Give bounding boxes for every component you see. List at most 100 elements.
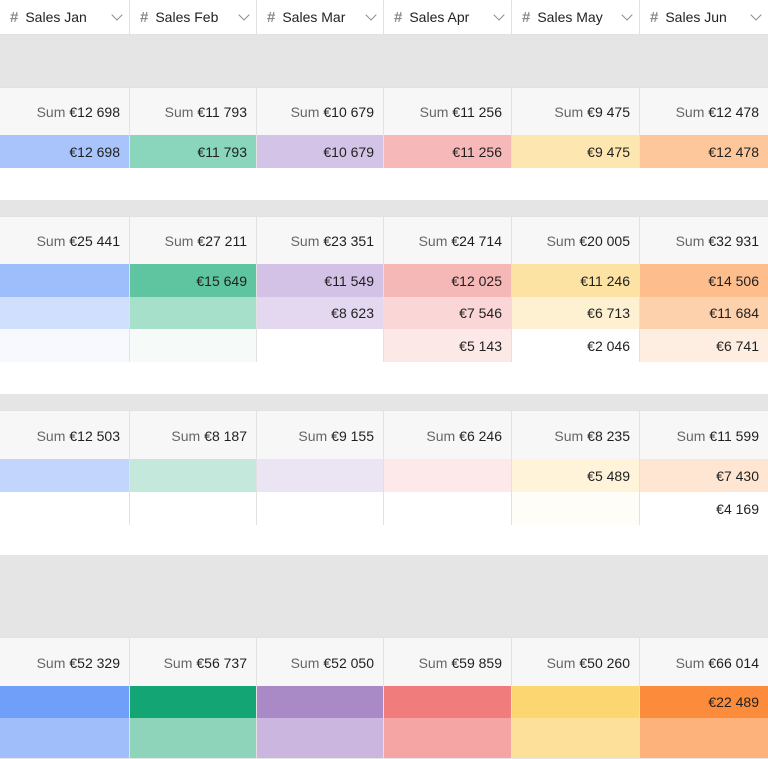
- summary-cell[interactable]: Sum €9 475: [512, 88, 640, 136]
- table-cell[interactable]: [0, 459, 130, 492]
- summary-cell[interactable]: Sum €59 859: [384, 638, 512, 687]
- table-cell[interactable]: €11 793: [130, 135, 257, 168]
- table-cell[interactable]: €12 478: [640, 135, 768, 168]
- table-cell[interactable]: [257, 492, 384, 525]
- table-cell[interactable]: [130, 492, 257, 525]
- summary-cell[interactable]: Sum €27 211: [130, 217, 257, 265]
- summary-cell[interactable]: Sum €66 014: [640, 638, 768, 687]
- table-cell[interactable]: [0, 329, 130, 362]
- table-cell[interactable]: €11 256: [384, 135, 512, 168]
- table-cell[interactable]: €10 679: [257, 135, 384, 168]
- table-cell[interactable]: €11 684: [640, 297, 768, 329]
- table-row: [0, 718, 768, 759]
- summary-cell[interactable]: Sum €12 478: [640, 88, 768, 136]
- summary-cell[interactable]: Sum €11 793: [130, 88, 257, 136]
- table-cell[interactable]: €7 546: [384, 297, 512, 329]
- column-header-1[interactable]: # Sales Jan: [0, 0, 130, 34]
- column-header-4[interactable]: # Sales Apr: [384, 0, 512, 34]
- summary-cell[interactable]: Sum €11 256: [384, 88, 512, 136]
- summary-cell[interactable]: Sum €8 187: [130, 411, 257, 460]
- table-cell[interactable]: €4 169: [640, 492, 768, 525]
- table-cell[interactable]: [512, 492, 640, 525]
- table-cell[interactable]: €6 741: [640, 329, 768, 362]
- summary-cell[interactable]: Sum €10 679: [257, 88, 384, 136]
- table-cell[interactable]: €8 623: [257, 297, 384, 329]
- column-header-2[interactable]: # Sales Feb: [130, 0, 257, 34]
- table-cell[interactable]: [130, 329, 257, 362]
- table-cell[interactable]: [257, 686, 384, 718]
- chevron-down-icon[interactable]: [238, 9, 250, 21]
- table-cell[interactable]: [0, 297, 130, 329]
- sum-value: €11 256: [452, 104, 502, 120]
- table-cell[interactable]: [0, 264, 130, 297]
- column-title: Sales Mar: [282, 9, 346, 25]
- summary-cell[interactable]: Sum €9 155: [257, 411, 384, 460]
- column-header-5[interactable]: # Sales May: [512, 0, 640, 34]
- summary-cell[interactable]: Sum €6 246: [384, 411, 512, 460]
- table-cell[interactable]: €6 713: [512, 297, 640, 329]
- table-row: €4 169: [0, 492, 768, 526]
- column-header-6[interactable]: # Sales Jun: [640, 0, 768, 34]
- sum-label: Sum: [290, 233, 320, 249]
- summary-cell[interactable]: Sum €32 931: [640, 217, 768, 265]
- table-cell[interactable]: €11 246: [512, 264, 640, 297]
- sum-value: €8 187: [204, 427, 247, 444]
- table-cell[interactable]: [257, 718, 384, 758]
- group-header-band: [0, 394, 768, 410]
- summary-cell[interactable]: Sum €24 714: [384, 217, 512, 265]
- group-spacer: [0, 525, 768, 555]
- sum-label: Sum: [290, 104, 320, 120]
- summary-cell[interactable]: Sum €52 050: [257, 638, 384, 687]
- table-cell[interactable]: [384, 492, 512, 525]
- table-cell[interactable]: [130, 686, 257, 718]
- group-header-band: [0, 35, 768, 87]
- summary-cell[interactable]: Sum €25 441: [0, 217, 130, 265]
- sum-label: Sum: [675, 654, 705, 671]
- table-cell[interactable]: €7 430: [640, 459, 768, 492]
- summary-cell[interactable]: Sum €12 698: [0, 88, 130, 136]
- summary-cell[interactable]: Sum €52 329: [0, 638, 130, 687]
- summary-cell[interactable]: Sum €11 599: [640, 411, 768, 460]
- summary-row: Sum €25 441 Sum €27 211 Sum €23 351 Sum €24 714…: [0, 216, 768, 266]
- summary-cell[interactable]: Sum €50 260: [512, 638, 640, 687]
- sum-label: Sum: [36, 233, 66, 249]
- table-cell[interactable]: €12 698: [0, 135, 130, 168]
- table-cell[interactable]: [512, 686, 640, 718]
- chevron-down-icon[interactable]: [621, 9, 633, 21]
- chevron-down-icon[interactable]: [111, 9, 123, 21]
- table-cell[interactable]: [384, 459, 512, 492]
- table-cell[interactable]: €15 649: [130, 264, 257, 297]
- table-cell[interactable]: €12 025: [384, 264, 512, 297]
- chevron-down-icon[interactable]: [750, 9, 762, 21]
- table-cell[interactable]: [130, 718, 257, 758]
- table-cell[interactable]: [257, 459, 384, 492]
- table-cell[interactable]: [130, 297, 257, 329]
- chevron-down-icon[interactable]: [493, 9, 505, 21]
- sum-value: €24 714: [451, 233, 502, 249]
- table-cell[interactable]: [257, 329, 384, 362]
- column-header-3[interactable]: # Sales Mar: [257, 0, 384, 34]
- table-cell[interactable]: [384, 686, 512, 718]
- table-cell[interactable]: €14 506: [640, 264, 768, 297]
- sum-value: €50 260: [579, 654, 630, 671]
- table-cell[interactable]: €9 475: [512, 135, 640, 168]
- table-cell[interactable]: €5 143: [384, 329, 512, 362]
- summary-cell[interactable]: Sum €56 737: [130, 638, 257, 687]
- table-cell[interactable]: [0, 718, 130, 758]
- table-cell[interactable]: [640, 718, 768, 758]
- chevron-down-icon[interactable]: [365, 9, 377, 21]
- summary-cell[interactable]: Sum €20 005: [512, 217, 640, 265]
- summary-cell[interactable]: Sum €23 351: [257, 217, 384, 265]
- table-cell[interactable]: €11 549: [257, 264, 384, 297]
- table-cell[interactable]: [384, 718, 512, 758]
- table-cell[interactable]: €22 489: [640, 686, 768, 718]
- table-cell[interactable]: [130, 459, 257, 492]
- table-cell[interactable]: [0, 492, 130, 525]
- table-cell[interactable]: €2 046: [512, 329, 640, 362]
- table-cell[interactable]: [0, 686, 130, 718]
- table-cell[interactable]: [512, 718, 640, 758]
- sum-label: Sum: [164, 104, 194, 120]
- summary-cell[interactable]: Sum €8 235: [512, 411, 640, 460]
- table-cell[interactable]: €5 489: [512, 459, 640, 492]
- summary-cell[interactable]: Sum €12 503: [0, 411, 130, 460]
